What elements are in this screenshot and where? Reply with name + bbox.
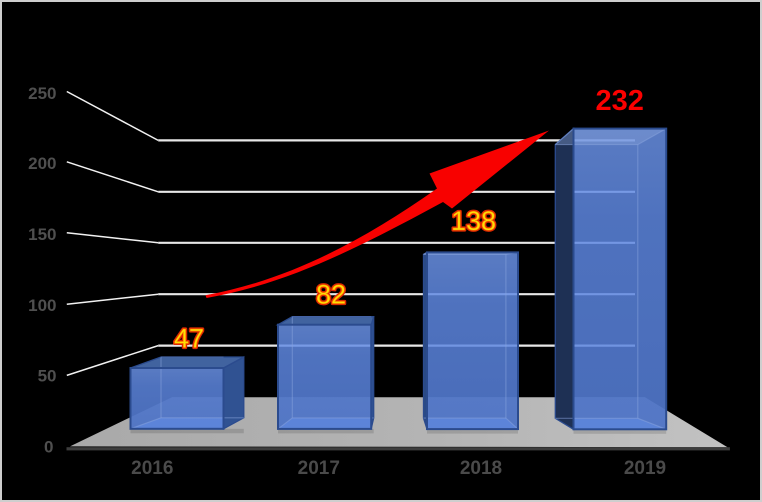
- svg-text:0: 0: [44, 437, 53, 456]
- svg-text:82: 82: [316, 279, 346, 309]
- svg-text:200: 200: [28, 154, 56, 173]
- svg-text:138: 138: [451, 206, 496, 236]
- svg-text:250: 250: [28, 84, 56, 103]
- svg-text:150: 150: [28, 225, 56, 244]
- svg-text:2018: 2018: [460, 458, 502, 479]
- svg-text:82: 82: [316, 279, 346, 309]
- svg-text:47: 47: [174, 323, 204, 353]
- svg-text:2019: 2019: [624, 458, 666, 479]
- svg-text:2017: 2017: [298, 458, 340, 479]
- svg-text:232: 232: [596, 85, 644, 117]
- svg-text:100: 100: [28, 296, 56, 315]
- svg-text:138: 138: [451, 206, 496, 236]
- svg-text:47: 47: [174, 323, 204, 353]
- svg-text:50: 50: [38, 367, 57, 386]
- svg-text:2016: 2016: [131, 458, 173, 479]
